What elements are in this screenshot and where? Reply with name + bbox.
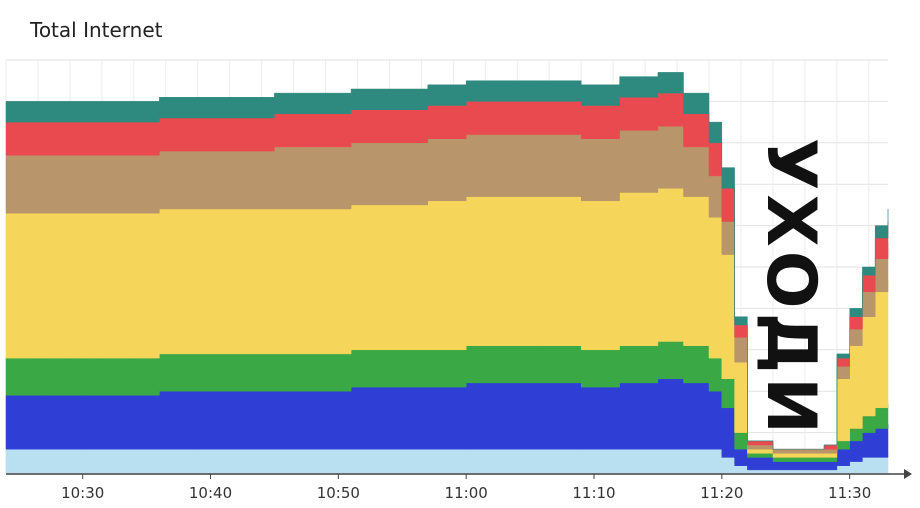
plot-area — [5, 72, 889, 475]
x-tick-label: 11:30 — [828, 484, 871, 502]
x-tick-label: 11:20 — [700, 484, 743, 502]
x-tick-label: 11:00 — [445, 484, 488, 502]
overlay-text: УХОДИ — [751, 137, 830, 439]
chart-title: Total Internet — [30, 18, 163, 42]
x-axis: 10:30 10:40 10:50 11:00 11:10 11:20 11:30 — [6, 469, 912, 502]
x-axis-arrow — [904, 469, 912, 479]
x-tick-label: 10:40 — [189, 484, 232, 502]
x-tick-label: 11:10 — [572, 484, 615, 502]
x-tick-label: 10:50 — [317, 484, 360, 502]
x-tick-label: 10:30 — [61, 484, 104, 502]
series-area-6 — [5, 72, 889, 450]
